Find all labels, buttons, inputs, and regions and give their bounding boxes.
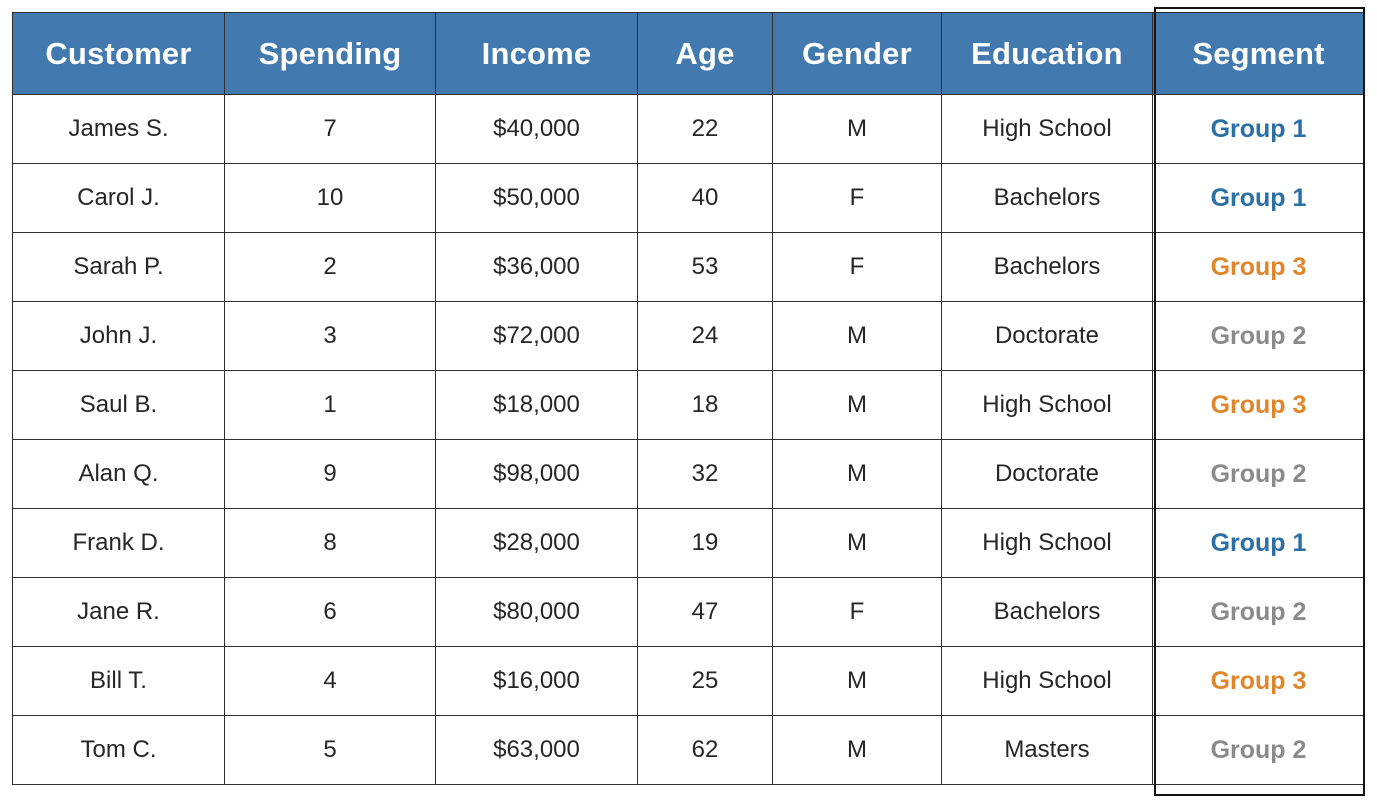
cell-segment: Group 2 xyxy=(1152,577,1365,647)
table-row: Carol J. 10 $50,000 40 F Bachelors Group… xyxy=(12,163,1365,233)
cell-customer: Sarah P. xyxy=(12,232,225,302)
cell-education: Bachelors xyxy=(941,577,1153,647)
cell-spending: 1 xyxy=(224,370,436,440)
cell-education: Bachelors xyxy=(941,163,1153,233)
cell-education: High School xyxy=(941,370,1153,440)
cell-gender: F xyxy=(772,232,942,302)
cell-spending: 3 xyxy=(224,301,436,371)
customer-segment-table-container: Customer Spending Income Age Gender Educ… xyxy=(12,12,1365,785)
cell-age: 47 xyxy=(637,577,773,647)
header-gender: Gender xyxy=(772,12,942,95)
cell-segment: Group 1 xyxy=(1152,94,1365,164)
table-row: John J. 3 $72,000 24 M Doctorate Group 2 xyxy=(12,301,1365,371)
cell-education: Doctorate xyxy=(941,439,1153,509)
cell-spending: 9 xyxy=(224,439,436,509)
customer-segment-table: Customer Spending Income Age Gender Educ… xyxy=(12,12,1365,785)
cell-age: 19 xyxy=(637,508,773,578)
cell-segment: Group 2 xyxy=(1152,301,1365,371)
table-row: Jane R. 6 $80,000 47 F Bachelors Group 2 xyxy=(12,577,1365,647)
table-row: Saul B. 1 $18,000 18 M High School Group… xyxy=(12,370,1365,440)
cell-segment: Group 3 xyxy=(1152,232,1365,302)
cell-age: 40 xyxy=(637,163,773,233)
cell-income: $80,000 xyxy=(435,577,638,647)
cell-segment: Group 1 xyxy=(1152,163,1365,233)
cell-spending: 4 xyxy=(224,646,436,716)
table-row: Alan Q. 9 $98,000 32 M Doctorate Group 2 xyxy=(12,439,1365,509)
cell-income: $50,000 xyxy=(435,163,638,233)
header-age: Age xyxy=(637,12,773,95)
cell-customer: James S. xyxy=(12,94,225,164)
cell-spending: 7 xyxy=(224,94,436,164)
cell-income: $28,000 xyxy=(435,508,638,578)
cell-age: 24 xyxy=(637,301,773,371)
cell-age: 32 xyxy=(637,439,773,509)
cell-age: 25 xyxy=(637,646,773,716)
cell-education: Bachelors xyxy=(941,232,1153,302)
cell-education: High School xyxy=(941,508,1153,578)
table-row: James S. 7 $40,000 22 M High School Grou… xyxy=(12,94,1365,164)
cell-income: $18,000 xyxy=(435,370,638,440)
header-spending: Spending xyxy=(224,12,436,95)
cell-spending: 5 xyxy=(224,715,436,785)
cell-education: Doctorate xyxy=(941,301,1153,371)
cell-gender: F xyxy=(772,163,942,233)
header-segment: Segment xyxy=(1152,12,1365,95)
cell-age: 18 xyxy=(637,370,773,440)
cell-gender: M xyxy=(772,301,942,371)
cell-segment: Group 2 xyxy=(1152,439,1365,509)
table-row: Bill T. 4 $16,000 25 M High School Group… xyxy=(12,646,1365,716)
cell-income: $36,000 xyxy=(435,232,638,302)
cell-gender: M xyxy=(772,508,942,578)
cell-income: $98,000 xyxy=(435,439,638,509)
table-row: Sarah P. 2 $36,000 53 F Bachelors Group … xyxy=(12,232,1365,302)
cell-age: 22 xyxy=(637,94,773,164)
cell-customer: Jane R. xyxy=(12,577,225,647)
header-row: Customer Spending Income Age Gender Educ… xyxy=(12,12,1365,95)
cell-spending: 8 xyxy=(224,508,436,578)
cell-segment: Group 3 xyxy=(1152,646,1365,716)
cell-income: $72,000 xyxy=(435,301,638,371)
cell-gender: F xyxy=(772,577,942,647)
cell-income: $16,000 xyxy=(435,646,638,716)
header-customer: Customer xyxy=(12,12,225,95)
cell-spending: 6 xyxy=(224,577,436,647)
cell-age: 53 xyxy=(637,232,773,302)
cell-segment: Group 2 xyxy=(1152,715,1365,785)
cell-customer: Carol J. xyxy=(12,163,225,233)
cell-income: $63,000 xyxy=(435,715,638,785)
cell-customer: Tom C. xyxy=(12,715,225,785)
cell-segment: Group 3 xyxy=(1152,370,1365,440)
cell-customer: Bill T. xyxy=(12,646,225,716)
cell-spending: 2 xyxy=(224,232,436,302)
header-income: Income xyxy=(435,12,638,95)
cell-education: High School xyxy=(941,646,1153,716)
cell-gender: M xyxy=(772,646,942,716)
cell-education: Masters xyxy=(941,715,1153,785)
cell-age: 62 xyxy=(637,715,773,785)
table-row: Frank D. 8 $28,000 19 M High School Grou… xyxy=(12,508,1365,578)
cell-gender: M xyxy=(772,715,942,785)
cell-customer: Alan Q. xyxy=(12,439,225,509)
cell-gender: M xyxy=(772,439,942,509)
cell-gender: M xyxy=(772,94,942,164)
cell-customer: Frank D. xyxy=(12,508,225,578)
cell-customer: Saul B. xyxy=(12,370,225,440)
cell-education: High School xyxy=(941,94,1153,164)
cell-spending: 10 xyxy=(224,163,436,233)
header-education: Education xyxy=(941,12,1153,95)
cell-income: $40,000 xyxy=(435,94,638,164)
cell-customer: John J. xyxy=(12,301,225,371)
cell-segment: Group 1 xyxy=(1152,508,1365,578)
cell-gender: M xyxy=(772,370,942,440)
table-row: Tom C. 5 $63,000 62 M Masters Group 2 xyxy=(12,715,1365,785)
